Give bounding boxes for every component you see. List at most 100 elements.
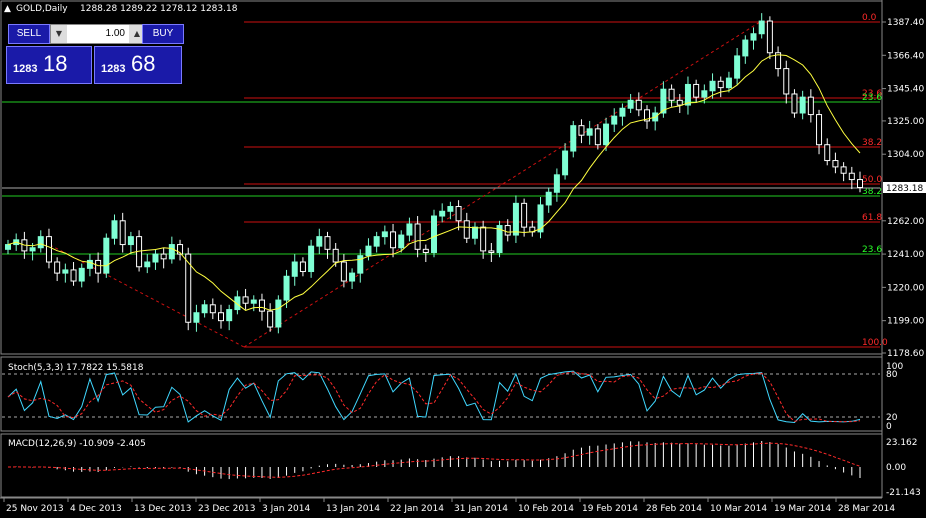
date-axis-label: 3 Jan 2014 [262, 504, 310, 514]
candle-body [54, 261, 61, 274]
lot-decrease-icon[interactable]: ▼ [51, 25, 67, 43]
date-axis-label: 10 Feb 2014 [518, 504, 574, 514]
candle-body [775, 52, 782, 70]
macd-histogram [15, 441, 861, 480]
price-axis-label: 1199.00 [887, 317, 924, 327]
candle-body [70, 269, 77, 282]
candle-body [799, 96, 806, 114]
candle-body [381, 231, 388, 238]
candles [5, 13, 863, 334]
candle-body [791, 93, 798, 114]
macd-axis-bottom: -21.143 [886, 488, 921, 498]
candle-body [86, 259, 93, 269]
candle-body [398, 234, 405, 249]
sell-button[interactable]: SELL [8, 24, 50, 44]
candle-body [742, 39, 749, 57]
candle-body [701, 90, 708, 98]
symbol-label: GOLD,Daily [16, 4, 68, 14]
price-axis-label: 1387.40 [887, 18, 924, 28]
candle-body [406, 223, 413, 236]
candle-body [439, 210, 446, 217]
buy-price-small: 1283 [101, 63, 126, 75]
fib-green-label: 38.2 [862, 187, 882, 197]
candle-body [267, 310, 274, 328]
candle-body [250, 299, 257, 304]
candle-body [37, 236, 44, 249]
fib-red-label: 61.8 [862, 213, 882, 223]
candle-body [594, 128, 601, 146]
fib-green-label: 23.6 [862, 93, 882, 103]
candle-body [693, 83, 700, 98]
candle-body [455, 206, 462, 222]
candle-body [644, 109, 650, 122]
candle-body [242, 296, 249, 304]
candle-body [603, 123, 610, 146]
candle-body [717, 80, 724, 89]
buy-price-button[interactable]: 1283 68 [94, 46, 182, 84]
price-axis-label: 1366.40 [887, 51, 924, 61]
macd-label: MACD(12,26,9) -10.909 -2.405 [8, 439, 146, 449]
candle-body [209, 304, 216, 314]
candle-body [414, 223, 421, 250]
header-arrow-icon[interactable]: ▲ [4, 4, 11, 14]
lot-increase-icon[interactable]: ▲ [129, 25, 145, 43]
lot-size-stepper[interactable]: ▼ 1.00 ▲ [50, 24, 146, 44]
date-axis-label: 28 Feb 2014 [646, 504, 702, 514]
candle-body [840, 166, 847, 174]
candle-body [78, 267, 85, 282]
candle-body [201, 304, 208, 314]
sell-price-button[interactable]: 1283 18 [6, 46, 92, 84]
candle-body [545, 191, 552, 206]
lot-size-input[interactable]: 1.00 [105, 28, 125, 39]
date-axis: 25 Nov 2013 4 Dec 2013 13 Dec 2013 23 Dec 2… [3, 498, 895, 514]
candle-body [431, 215, 437, 253]
fib-anchor-line [49, 244, 245, 348]
price-axis-label: 1304.00 [887, 150, 924, 160]
candle-body [766, 20, 773, 54]
candle-body [144, 261, 151, 268]
candle-body [390, 231, 397, 249]
candle-body [340, 261, 347, 282]
sell-price-big: 18 [43, 51, 68, 76]
buy-button[interactable]: BUY [142, 24, 184, 44]
date-axis-label: 10 Mar 2014 [710, 504, 767, 514]
candle-body [218, 312, 224, 322]
candle-body [619, 107, 626, 117]
candle-body [422, 248, 429, 253]
date-axis-label: 19 Feb 2014 [582, 504, 638, 514]
macd-axis-top: 23.162 [886, 438, 918, 448]
candle-body [570, 125, 577, 152]
date-axis-label: 25 Nov 2013 [6, 504, 64, 514]
candle-body [668, 88, 675, 101]
fib-green-label: 23.6 [862, 245, 882, 255]
price-axis: 1387.40 1366.40 1345.40 1325.00 1304.00 1262.… [882, 18, 924, 359]
macd-signal-line [7, 442, 861, 478]
candle-body [283, 275, 290, 301]
candle-body [365, 245, 372, 257]
candle-body [316, 236, 323, 247]
candle-body [586, 128, 593, 136]
date-axis-label: 28 Mar 2014 [838, 504, 895, 514]
candle-body [750, 33, 757, 41]
candle-body [193, 312, 200, 323]
candle-body [537, 204, 544, 233]
candle-body [332, 248, 339, 263]
candle-body [29, 247, 36, 252]
candle-body [471, 226, 478, 239]
candle-body [807, 96, 814, 116]
candle-body [373, 236, 380, 247]
stoch-axis-20: 20 [886, 413, 898, 423]
sell-price-small: 1283 [13, 63, 38, 75]
one-click-trading-panel: SELL ▼ 1.00 ▲ BUY 1283 18 1283 68 [6, 22, 184, 84]
candle-body [45, 236, 52, 263]
candle-body [349, 272, 356, 282]
stoch-axis-80: 80 [886, 370, 898, 380]
price-axis-label: 1345.40 [887, 85, 924, 95]
candle-body [562, 150, 569, 176]
price-axis-label: 1178.60 [887, 349, 924, 359]
candle-body [258, 299, 265, 312]
current-price-label: 1283.18 [886, 184, 923, 194]
candle-body [95, 259, 102, 274]
date-axis-label: 13 Dec 2013 [134, 504, 192, 514]
